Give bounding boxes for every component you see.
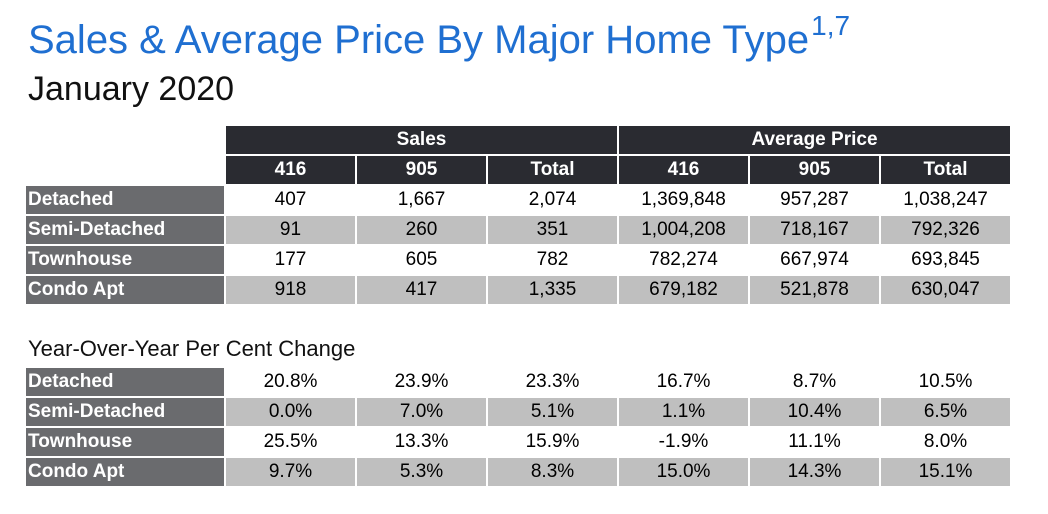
table-cell: 23.3% [488, 368, 617, 396]
group-header-average-price: Average Price [619, 126, 1010, 154]
table-cell: 782,274 [619, 246, 748, 274]
table-cell: 605 [357, 246, 486, 274]
table-cell: 521,878 [750, 276, 879, 304]
table-row: Condo Apt 9.7% 5.3% 8.3% 15.0% 14.3% 15.… [26, 458, 1010, 486]
yoy-change-table: Detached 20.8% 23.9% 23.3% 16.7% 8.7% 10… [24, 366, 1012, 488]
table-row: Townhouse 177 605 782 782,274 667,974 69… [26, 246, 1010, 274]
sub-header-row: 416 905 Total 416 905 Total [26, 156, 1010, 184]
table-cell: 7.0% [357, 398, 486, 426]
table-cell: 351 [488, 216, 617, 244]
row-label: Condo Apt [26, 458, 224, 486]
table-cell: 23.9% [357, 368, 486, 396]
table-cell: 5.1% [488, 398, 617, 426]
col-header-price-905: 905 [750, 156, 879, 184]
col-header-sales-total: Total [488, 156, 617, 184]
table-cell: 1.1% [619, 398, 748, 426]
table-cell: 14.3% [750, 458, 879, 486]
table-cell: 260 [357, 216, 486, 244]
table-cell: 782 [488, 246, 617, 274]
row-label: Townhouse [26, 246, 224, 274]
table-cell: 9.7% [226, 458, 355, 486]
col-header-sales-416: 416 [226, 156, 355, 184]
table-cell: 667,974 [750, 246, 879, 274]
page-title-text: Sales & Average Price By Major Home Type [28, 18, 810, 62]
title-footnote: 1,7 [811, 10, 851, 41]
table-cell: 918 [226, 276, 355, 304]
table-cell: 1,369,848 [619, 186, 748, 214]
row-label: Semi-Detached [26, 216, 224, 244]
table-row: Semi-Detached 0.0% 7.0% 5.1% 1.1% 10.4% … [26, 398, 1010, 426]
row-label: Semi-Detached [26, 398, 224, 426]
page-subtitle: January 2020 [28, 70, 235, 108]
table-cell: 8.3% [488, 458, 617, 486]
col-header-price-total: Total [881, 156, 1010, 184]
col-header-sales-905: 905 [357, 156, 486, 184]
table-cell: 0.0% [226, 398, 355, 426]
table-row: Detached 407 1,667 2,074 1,369,848 957,2… [26, 186, 1010, 214]
row-label: Detached [26, 368, 224, 396]
table-cell: 1,667 [357, 186, 486, 214]
table-cell: 15.1% [881, 458, 1010, 486]
col-header-price-416: 416 [619, 156, 748, 184]
table-cell: 25.5% [226, 428, 355, 456]
table-cell: 792,326 [881, 216, 1010, 244]
table-cell: 10.4% [750, 398, 879, 426]
table-cell: 11.1% [750, 428, 879, 456]
table-cell: 1,335 [488, 276, 617, 304]
table-row: Semi-Detached 91 260 351 1,004,208 718,1… [26, 216, 1010, 244]
table-cell: 1,004,208 [619, 216, 748, 244]
table-cell: 8.0% [881, 428, 1010, 456]
table-cell: 5.3% [357, 458, 486, 486]
table-cell: 91 [226, 216, 355, 244]
yoy-section-label: Year-Over-Year Per Cent Change [28, 336, 356, 361]
table-cell: -1.9% [619, 428, 748, 456]
page-title: Sales & Average Price By Major Home Type… [28, 10, 851, 62]
table-cell: 6.5% [881, 398, 1010, 426]
group-header-sales: Sales [226, 126, 617, 154]
table-cell: 15.9% [488, 428, 617, 456]
table-row: Townhouse 25.5% 13.3% 15.9% -1.9% 11.1% … [26, 428, 1010, 456]
table-cell: 630,047 [881, 276, 1010, 304]
row-label: Townhouse [26, 428, 224, 456]
table-cell: 718,167 [750, 216, 879, 244]
table-cell: 10.5% [881, 368, 1010, 396]
row-label: Detached [26, 186, 224, 214]
table-cell: 407 [226, 186, 355, 214]
row-label: Condo Apt [26, 276, 224, 304]
table-cell: 16.7% [619, 368, 748, 396]
table-cell: 2,074 [488, 186, 617, 214]
table-cell: 20.8% [226, 368, 355, 396]
table-row: Condo Apt 918 417 1,335 679,182 521,878 … [26, 276, 1010, 304]
table-cell: 1,038,247 [881, 186, 1010, 214]
table-cell: 8.7% [750, 368, 879, 396]
table-cell: 693,845 [881, 246, 1010, 274]
table-cell: 417 [357, 276, 486, 304]
corner-cell [26, 156, 224, 184]
table-cell: 957,287 [750, 186, 879, 214]
table-cell: 679,182 [619, 276, 748, 304]
corner-cell [26, 126, 224, 154]
group-header-row: Sales Average Price [26, 126, 1010, 154]
sales-price-table: Sales Average Price 416 905 Total 416 90… [24, 124, 1012, 306]
table-row: Detached 20.8% 23.9% 23.3% 16.7% 8.7% 10… [26, 368, 1010, 396]
table-cell: 177 [226, 246, 355, 274]
table-cell: 15.0% [619, 458, 748, 486]
table-cell: 13.3% [357, 428, 486, 456]
